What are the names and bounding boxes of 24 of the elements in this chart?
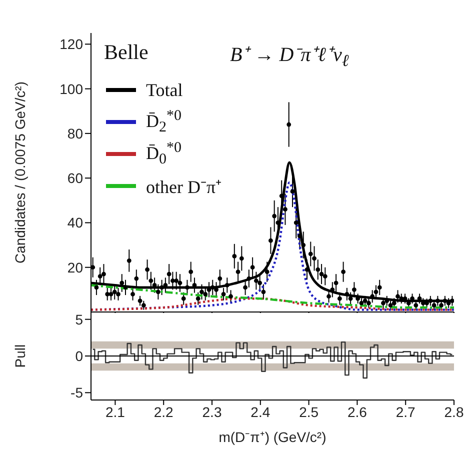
y-tick-label: 5 bbox=[75, 311, 84, 328]
y-axis-title: Pull bbox=[12, 344, 28, 368]
x-tick-label: 2.4 bbox=[250, 404, 270, 420]
x-tick-label: 2.7 bbox=[396, 404, 416, 420]
y-tick-label: 20 bbox=[67, 259, 84, 276]
x-tick-label: 2.2 bbox=[154, 404, 174, 420]
x-tick-label: 2.8 bbox=[444, 404, 464, 420]
y-tick-label: 80 bbox=[67, 125, 84, 142]
y-tick-label: -5 bbox=[70, 384, 84, 401]
x-axis-title: m(D⁻π⁺) (GeV/c²) bbox=[218, 429, 326, 445]
y-tick-label: 120 bbox=[60, 36, 84, 52]
text: B⁺ → D⁻π⁺ℓ⁺ν$_{ℓ}$ bbox=[230, 44, 349, 70]
annotation: Belle bbox=[104, 40, 148, 64]
x-tick-label: 2.1 bbox=[105, 404, 126, 420]
legend-label: other D⁻π⁺ bbox=[146, 174, 222, 198]
legend-label: Total bbox=[146, 80, 183, 100]
y-tick-label: 60 bbox=[67, 170, 84, 186]
y-tick-label: 40 bbox=[67, 214, 84, 231]
x-tick-label: 2.3 bbox=[202, 404, 222, 420]
y-tick-label: 0 bbox=[75, 348, 84, 364]
x-tick-label: 2.5 bbox=[299, 404, 319, 420]
y-axis-title: Candidates / (0.0075 GeV/c²) bbox=[12, 81, 28, 264]
x-tick-label: 2.6 bbox=[347, 404, 368, 420]
y-tick-label: 100 bbox=[60, 80, 84, 97]
